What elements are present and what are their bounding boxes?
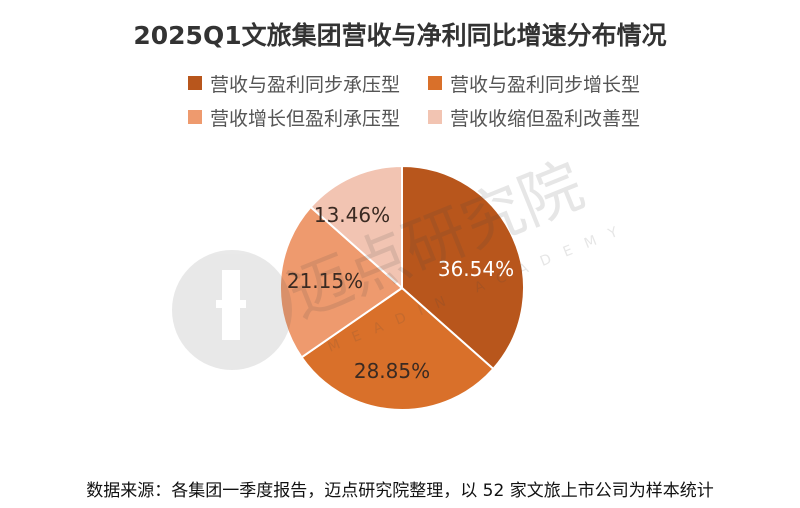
legend-item-revenue-down-profit-up: 营收收缩但盈利改善型 — [428, 104, 658, 130]
pie-slice-sync-pressure — [401, 164, 525, 371]
slice-label-2: 21.15% — [287, 269, 363, 293]
legend-item-revenue-up-profit-down: 营收增长但盈利承压型 — [188, 104, 428, 130]
slice-label-0: 36.54% — [438, 257, 514, 281]
slice-label-3: 13.46% — [314, 203, 390, 227]
legend-item-sync-growth: 营收与盈利同步增长型 — [428, 70, 658, 96]
legend-swatch — [188, 76, 202, 90]
legend-swatch — [428, 76, 442, 90]
legend-swatch — [188, 110, 202, 124]
legend-label: 营收收缩但盈利改善型 — [450, 107, 641, 130]
chart-legend: 营收与盈利同步承压型 营收与盈利同步增长型 营收增长但盈利承压型 营收收缩但盈利… — [188, 70, 658, 130]
chart-title: 2025Q1文旅集团营收与净利同比增速分布情况 — [133, 21, 667, 50]
pie-slice-revenue-up-profit-down — [278, 205, 404, 359]
data-source-note: 数据来源：各集团一季度报告，迈点研究院整理，以 52 家文旅上市公司为样本统计 — [86, 481, 714, 501]
legend-label: 营收增长但盈利承压型 — [210, 107, 401, 130]
legend-swatch — [428, 110, 442, 124]
pie-slice-revenue-down-profit-up — [309, 164, 403, 291]
legend-item-sync-pressure: 营收与盈利同步承压型 — [188, 70, 428, 96]
pie-slice-sync-growth — [300, 286, 495, 411]
legend-label: 营收与盈利同步承压型 — [210, 73, 401, 96]
legend-label: 营收与盈利同步增长型 — [450, 73, 641, 96]
slice-label-1: 28.85% — [354, 359, 430, 383]
